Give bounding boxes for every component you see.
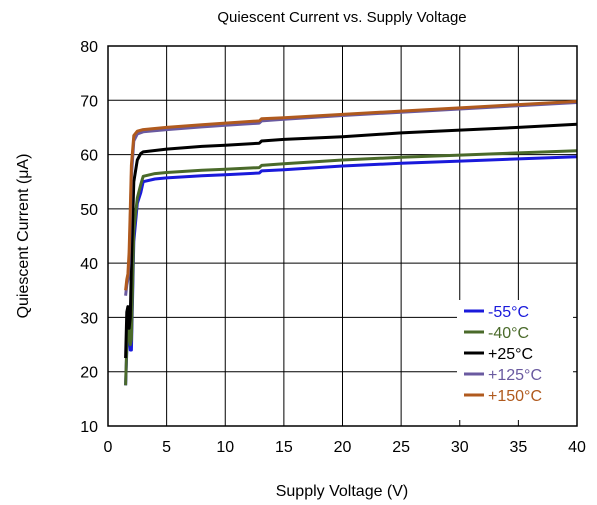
tick-labels: 0 5 10 15 20 25 30 35 40 10 20 30 40 50 60 70 80 — [80, 39, 586, 456]
x-tick-label: 30 — [451, 439, 469, 456]
x-tick-label: 0 — [104, 439, 113, 456]
y-tick-label: 50 — [80, 202, 98, 219]
legend-label: -55°C — [488, 304, 529, 321]
legend-label: +150°C — [488, 388, 542, 405]
x-tick-label: 40 — [568, 439, 586, 456]
y-tick-label: 30 — [80, 310, 98, 327]
y-tick-label: 10 — [80, 419, 98, 436]
legend-label: +25°C — [488, 346, 533, 363]
x-axis-label: Supply Voltage (V) — [276, 483, 409, 500]
legend-box — [457, 300, 573, 420]
y-tick-label: 60 — [80, 148, 98, 165]
x-tick-label: 25 — [392, 439, 410, 456]
y-axis-label: Quiescent Current (μA) — [15, 154, 32, 319]
legend-label: -40°C — [488, 325, 529, 342]
x-tick-label: 10 — [216, 439, 234, 456]
y-tick-label: 70 — [80, 93, 98, 110]
legend: -55°C -40°C +25°C +125°C +150°C — [457, 300, 573, 420]
chart-title: Quiescent Current vs. Supply Voltage — [217, 9, 466, 26]
y-tick-label: 80 — [80, 39, 98, 56]
y-tick-label: 20 — [80, 365, 98, 382]
y-tick-label: 40 — [80, 256, 98, 273]
legend-label: +125°C — [488, 367, 542, 384]
series-line-2 — [124, 149, 578, 386]
plot-frame — [107, 45, 578, 427]
series-line-5 — [124, 99, 578, 291]
x-tick-label: 15 — [275, 439, 293, 456]
series-line-3 — [124, 122, 578, 359]
x-tick-label: 35 — [509, 439, 527, 456]
x-tick-label: 5 — [162, 439, 171, 456]
series-lines — [124, 99, 578, 386]
series-line-4 — [124, 101, 578, 296]
x-tick-label: 20 — [334, 439, 352, 456]
